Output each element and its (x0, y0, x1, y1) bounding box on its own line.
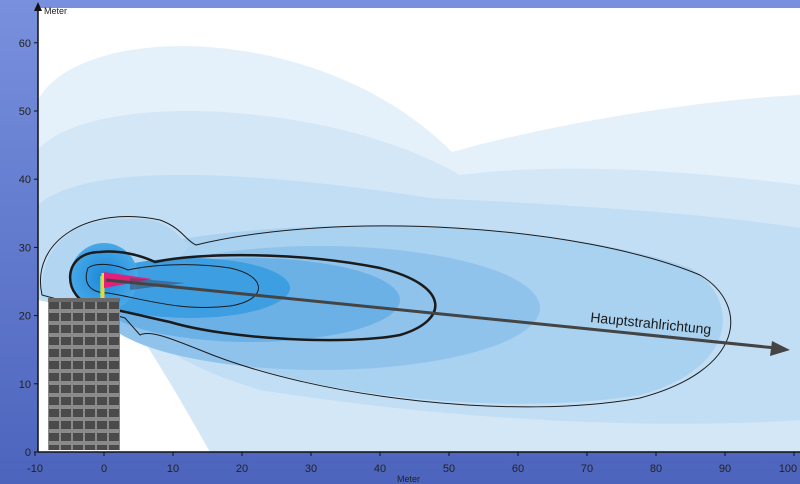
x-tick-label: 0 (101, 463, 107, 475)
x-ticks: -10 0 10 20 30 40 50 60 70 80 90 100 (27, 452, 797, 475)
building-body (48, 300, 120, 450)
x-axis-label: Meter (397, 474, 420, 484)
y-tick-label: 10 (19, 379, 31, 391)
x-tick-label: 10 (167, 463, 179, 475)
y-ticks: 0 10 20 30 40 50 60 (19, 38, 38, 459)
field-regions (38, 46, 800, 452)
beam-direction-arrow (105, 278, 790, 356)
x-tick-label: 80 (650, 463, 662, 475)
y-tick-label: 0 (25, 447, 31, 459)
x-tick-label: 60 (512, 463, 524, 475)
y-tick-label: 30 (19, 242, 31, 254)
x-tick-label: 30 (305, 463, 317, 475)
x-tick-label: 70 (581, 463, 593, 475)
building-roof (48, 298, 120, 302)
x-tick-label: 90 (719, 463, 731, 475)
x-tick-label: 40 (374, 463, 386, 475)
x-tick-label: -10 (27, 463, 43, 475)
x-tick-label: 50 (443, 463, 455, 475)
contour-inner (85, 263, 259, 308)
y-tick-label: 20 (19, 311, 31, 323)
x-tick-label: 100 (779, 463, 797, 475)
building (48, 298, 120, 450)
antenna-main-lobe-core (104, 272, 152, 288)
y-tick-label: 40 (19, 174, 31, 186)
x-tick-label: 20 (236, 463, 248, 475)
y-axis-label: Meter (44, 6, 67, 16)
beam-arrow-head (770, 341, 790, 356)
contour-outer (40, 216, 732, 408)
y-tick-label: 50 (19, 106, 31, 118)
y-axis-arrow (34, 2, 42, 11)
y-tick-label: 60 (19, 38, 31, 50)
axes: Meter Meter -10 0 10 20 30 40 50 60 70 80 90 100 0 1… (19, 2, 800, 484)
beam-arrow-line (105, 278, 777, 350)
